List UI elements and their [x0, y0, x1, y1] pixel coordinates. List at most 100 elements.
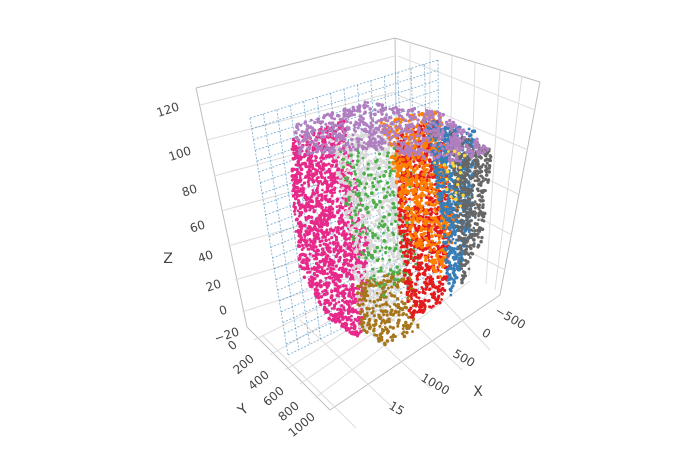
scatter-point: [455, 264, 459, 268]
scatter-point: [341, 189, 345, 193]
scatter-point: [427, 216, 431, 220]
scatter-point: [387, 145, 391, 149]
scatter-point: [332, 249, 336, 253]
scatter-point: [329, 207, 333, 211]
scatter-point: [337, 300, 341, 304]
scatter-point: [378, 304, 382, 308]
scatter-point: [411, 319, 415, 322]
scatter-point: [391, 151, 395, 155]
scatter-point: [437, 264, 441, 268]
scatter-point: [305, 203, 309, 207]
scatter-point: [346, 134, 351, 138]
scatter-point: [355, 206, 359, 210]
scatter-point: [424, 287, 428, 291]
scatter-point: [397, 217, 402, 222]
scatter-point: [334, 264, 338, 268]
scatter-point: [383, 239, 387, 243]
scatter-point: [370, 255, 375, 260]
scatter-point: [314, 266, 318, 270]
scatter-point: [347, 151, 351, 155]
scatter-point: [327, 199, 331, 203]
scatter-point: [430, 210, 434, 214]
scatter-point: [406, 135, 410, 139]
scatter-point: [410, 234, 414, 238]
scatter-point: [437, 197, 442, 202]
scatter-point: [392, 277, 397, 282]
scatter-point: [382, 299, 386, 302]
scatter-point: [398, 240, 403, 245]
scatter-point: [402, 302, 405, 306]
scatter-point: [338, 162, 342, 166]
scatter-point: [423, 178, 427, 182]
scatter-point: [433, 207, 437, 211]
scatter-point: [398, 268, 402, 272]
scatter-point: [426, 189, 430, 193]
scatter-point: [428, 287, 432, 291]
scatter-point: [382, 231, 385, 235]
scatter-point: [364, 153, 369, 157]
scatter-point: [380, 248, 384, 252]
scatter-point: [388, 268, 393, 272]
scatter-point: [394, 259, 397, 263]
scatter-point: [324, 260, 328, 264]
scatter-point: [353, 209, 357, 213]
scatter-point: [300, 260, 304, 264]
scatter-point: [360, 315, 364, 320]
scatter-point: [294, 175, 299, 180]
scatter-point: [398, 211, 401, 214]
scatter-point: [402, 262, 406, 266]
scatter-point: [373, 177, 377, 181]
scatter-point: [341, 262, 345, 267]
scatter-points[interactable]: [290, 100, 493, 347]
scatter-point: [382, 293, 386, 298]
scatter-point: [379, 338, 384, 342]
scatter-point: [420, 176, 424, 181]
scatter-point: [367, 185, 371, 189]
scatter-point: [442, 230, 447, 234]
scatter-point: [350, 296, 354, 300]
scatter-point: [406, 296, 410, 300]
scatter-point: [400, 208, 404, 213]
scatter-point: [406, 156, 410, 161]
scatter-point: [424, 227, 428, 231]
scatter-point: [402, 334, 407, 339]
scatter-point: [313, 159, 318, 163]
scatter-point: [413, 168, 417, 172]
scatter-point: [428, 185, 432, 190]
scatter-point: [405, 224, 409, 227]
scatter-point: [381, 263, 385, 267]
scatter-point: [302, 246, 305, 250]
scatter-point: [353, 223, 358, 228]
scatter-point: [384, 295, 388, 299]
scatter-point: [359, 261, 362, 265]
scatter-point: [448, 239, 453, 244]
scatter-point: [358, 208, 363, 212]
scatter-point: [347, 225, 351, 229]
scatter-point: [407, 119, 410, 123]
scatter-point: [357, 256, 361, 259]
scatter-point: [290, 147, 294, 151]
scatter-point: [449, 293, 453, 297]
scatter-point: [404, 184, 408, 188]
scatter-point: [427, 195, 431, 198]
scatter-point: [351, 244, 356, 248]
scatter-point: [443, 214, 447, 219]
scatter-point: [362, 271, 366, 275]
scatter-point: [329, 295, 334, 300]
scatter-point: [320, 194, 324, 198]
y-axis-line: [246, 326, 331, 411]
scatter-point: [312, 209, 317, 213]
scatter-point: [384, 250, 388, 255]
scatter-point: [362, 171, 366, 176]
scatter-point: [304, 229, 309, 234]
scatter-point: [291, 189, 295, 193]
scatter-point: [320, 266, 324, 270]
scatter-point: [346, 246, 351, 251]
scatter-point: [390, 318, 394, 322]
scatter-point: [349, 172, 353, 176]
scatter-point: [366, 162, 370, 166]
scatter-point: [376, 336, 381, 341]
scatter-point: [336, 241, 340, 245]
scatter-point: [351, 159, 355, 163]
